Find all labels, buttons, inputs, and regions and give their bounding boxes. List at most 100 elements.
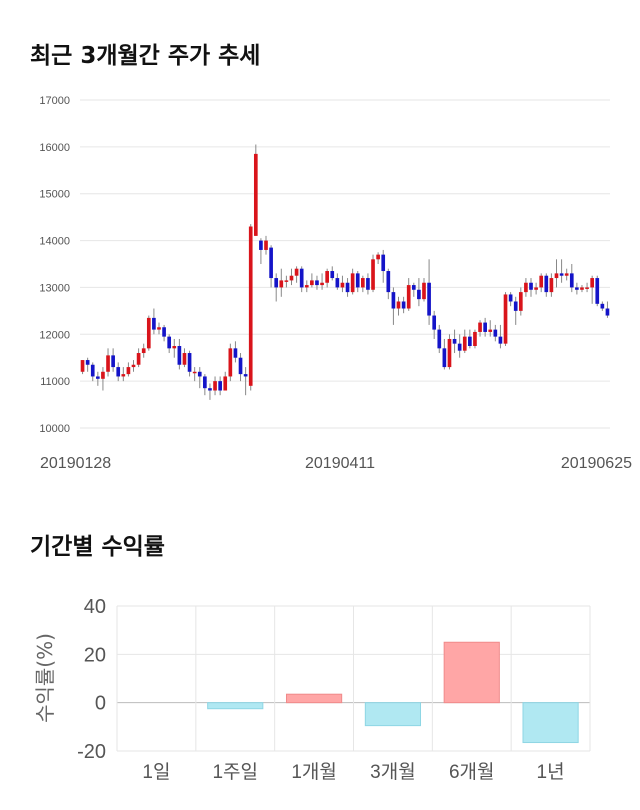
candle-body <box>488 329 493 332</box>
candle-body <box>85 360 90 365</box>
price-candle <box>233 341 238 363</box>
candle-body <box>401 301 406 309</box>
price-candle <box>136 348 141 368</box>
price-x-tick-label: 20190625 <box>561 455 632 472</box>
price-candle <box>422 278 426 302</box>
stock-price-chart: 10000 11000 12000 13000 14000 15000 16000 17000… <box>39 95 632 472</box>
candle-body <box>417 289 421 300</box>
candle-body <box>90 364 95 377</box>
candle-body <box>447 338 452 368</box>
candle-body <box>590 278 594 288</box>
returns-y-axis-label: 수익률(%) <box>33 633 57 723</box>
price-candle <box>473 329 477 349</box>
candle-body <box>595 278 600 304</box>
price-candle <box>238 353 243 382</box>
price-candle <box>264 235 268 255</box>
candle-body <box>462 336 467 351</box>
candle-body <box>518 292 523 311</box>
candle-body <box>320 282 324 286</box>
candle-body <box>600 303 605 309</box>
price-candle <box>376 252 380 264</box>
candle-body <box>371 259 375 290</box>
price-candle <box>432 310 437 339</box>
candle-body <box>478 322 482 332</box>
price-candle <box>248 224 253 391</box>
price-candle <box>381 249 386 283</box>
price-candle <box>192 367 197 382</box>
candle-body <box>559 273 564 276</box>
price-candle <box>284 275 289 288</box>
candle-body <box>162 327 166 337</box>
price-candle <box>187 350 192 377</box>
price-candle <box>146 315 151 351</box>
returns-chart-gridlines <box>116 605 591 752</box>
price-y-tick-label: 10000 <box>39 423 70 435</box>
candle-body <box>208 388 212 391</box>
candle-body <box>350 273 355 293</box>
price-candle <box>80 360 85 375</box>
price-candle <box>172 338 177 358</box>
price-candle <box>585 282 589 293</box>
returns-bar <box>522 702 579 744</box>
price-candle <box>228 343 233 382</box>
candle-body <box>406 285 411 309</box>
price-candle <box>524 278 528 297</box>
candle-body <box>335 278 340 288</box>
candle-body <box>345 282 350 293</box>
candle-body <box>192 371 197 374</box>
price-candle <box>182 348 187 368</box>
candle-body <box>529 282 533 290</box>
candle-body <box>223 376 228 391</box>
price-candle <box>493 324 498 342</box>
price-candle <box>386 268 391 300</box>
price-candle <box>121 367 126 382</box>
candle-body <box>182 353 187 365</box>
candle-body <box>554 273 559 279</box>
price-candle <box>208 383 212 400</box>
price-y-tick-label: 11000 <box>40 376 70 388</box>
candle-body <box>330 271 335 279</box>
price-candle <box>457 334 462 358</box>
candle-body <box>391 292 396 309</box>
candle-body <box>121 374 126 377</box>
price-candle <box>361 275 365 293</box>
price-candle <box>116 362 121 382</box>
price-candle <box>106 348 110 377</box>
candle-body <box>585 287 589 289</box>
price-candle <box>452 329 457 354</box>
price-candle <box>401 296 406 314</box>
returns-bar <box>443 641 500 704</box>
candle-body <box>274 278 279 288</box>
price-candle <box>427 259 431 325</box>
price-candle <box>508 292 513 307</box>
price-candle <box>111 348 115 372</box>
price-chart-gridlines <box>80 99 610 429</box>
price-candle <box>223 371 228 391</box>
candle-body <box>376 254 380 260</box>
price-y-tick-label: 17000 <box>39 95 70 107</box>
price-candle <box>177 338 182 370</box>
price-candle <box>600 301 605 311</box>
price-candle <box>396 296 401 316</box>
candle-body <box>498 336 503 344</box>
candle-body <box>177 346 182 365</box>
price-candle <box>90 362 95 382</box>
price-candle <box>569 264 574 293</box>
price-candle <box>259 238 263 264</box>
price-candle <box>330 266 335 281</box>
price-candle <box>304 280 309 293</box>
candle-body <box>396 301 401 309</box>
price-candle <box>447 334 452 370</box>
candle-body <box>605 308 610 316</box>
price-candle <box>213 376 217 396</box>
price-candle <box>468 329 472 349</box>
candle-body <box>253 153 258 236</box>
price-candle <box>488 320 493 337</box>
price-candle <box>544 273 549 297</box>
price-candle <box>85 357 90 372</box>
candle-body <box>564 273 569 276</box>
candle-body <box>116 367 121 377</box>
candle-body <box>539 275 544 288</box>
candle-body <box>534 287 538 290</box>
price-candle <box>269 245 273 288</box>
